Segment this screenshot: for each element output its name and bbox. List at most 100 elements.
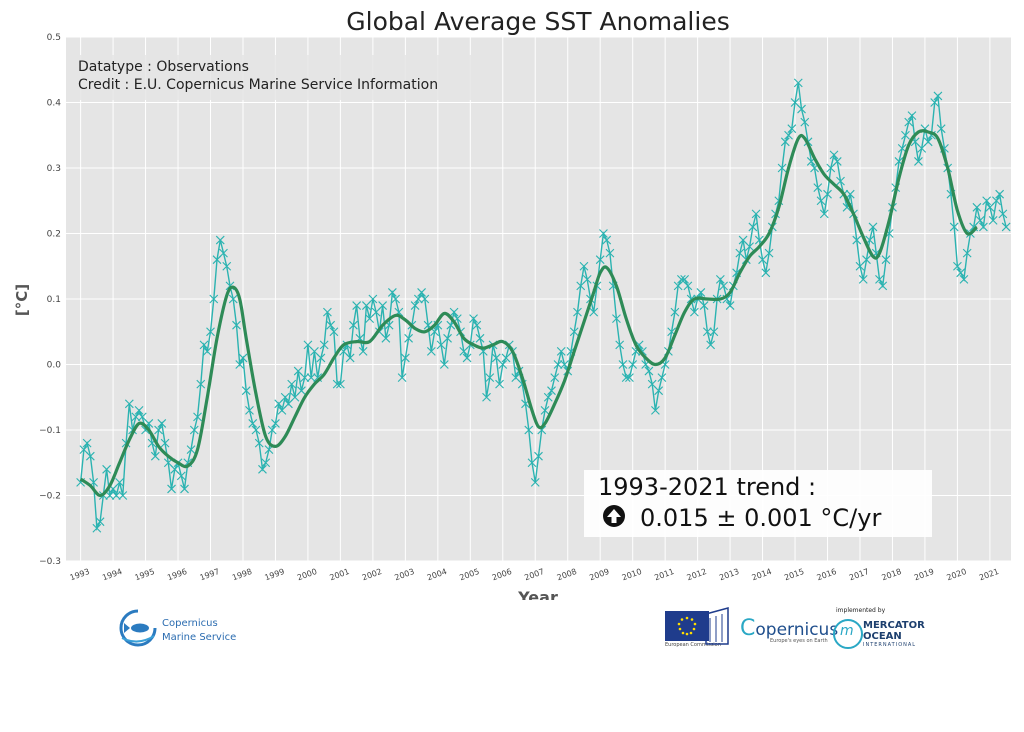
monthly-point xyxy=(381,333,391,343)
monthly-point xyxy=(111,491,121,500)
monthly-point xyxy=(901,130,910,140)
monthly-point xyxy=(621,373,631,382)
monthly-point xyxy=(271,419,280,428)
monthly-point xyxy=(472,320,482,330)
monthly-point xyxy=(764,248,774,258)
monthly-point xyxy=(498,360,508,369)
monthly-point xyxy=(706,340,716,350)
monthly-point xyxy=(933,91,943,101)
mercator-name-line2: OCEAN xyxy=(863,631,902,642)
monthly-point xyxy=(979,222,988,232)
monthly-point xyxy=(219,248,228,258)
monthly-point xyxy=(875,274,884,284)
monthly-point xyxy=(719,281,728,291)
monthly-point xyxy=(761,268,771,278)
monthly-point xyxy=(241,386,251,396)
x-tick-label: 1993 xyxy=(69,567,91,582)
monthly-point xyxy=(868,222,878,232)
x-tick-label: 2008 xyxy=(556,567,578,582)
monthly-point xyxy=(800,117,810,127)
monthly-point xyxy=(222,261,232,271)
monthly-point xyxy=(267,425,277,435)
smoothed-line xyxy=(79,129,978,498)
monthly-point xyxy=(420,294,430,304)
monthly-point xyxy=(443,333,452,343)
monthly-point xyxy=(998,209,1008,219)
monthly-point xyxy=(813,183,823,193)
y-tick-label: −0.3 xyxy=(39,557,61,567)
x-tick-label: 2000 xyxy=(296,567,318,582)
monthly-point xyxy=(439,360,449,369)
monthly-point xyxy=(777,163,787,173)
monthly-point xyxy=(115,478,124,487)
monthly-point xyxy=(176,471,186,481)
monthly-point xyxy=(326,320,336,330)
monthly-point xyxy=(881,255,891,265)
monthly-point xyxy=(949,222,959,232)
monthly-point xyxy=(686,294,696,304)
monthly-point xyxy=(579,261,589,271)
monthly-point xyxy=(167,484,176,494)
x-tick-label: 2015 xyxy=(783,567,805,582)
monthly-point xyxy=(852,235,862,245)
monthly-point xyxy=(82,438,92,448)
monthly-point xyxy=(391,294,401,304)
cms-label-line2: Marine Service xyxy=(162,632,237,643)
monthly-point xyxy=(258,464,267,474)
monthly-point xyxy=(612,314,621,324)
monthly-point xyxy=(589,307,599,317)
monthly-point xyxy=(329,327,339,337)
monthly-point xyxy=(988,216,998,225)
x-tick-label: 2019 xyxy=(913,567,935,582)
monthly-point xyxy=(261,458,271,468)
monthly-point xyxy=(725,301,735,310)
monthly-point xyxy=(819,209,829,219)
mercator-m-icon: m xyxy=(833,619,863,649)
monthly-point xyxy=(858,274,868,284)
monthly-point xyxy=(306,373,316,382)
monthly-point xyxy=(699,301,709,310)
mercator-name-line3: INTERNATIONAL xyxy=(863,642,917,648)
y-axis-label: [°C] xyxy=(13,284,31,316)
monthly-point xyxy=(582,274,592,284)
monthly-point xyxy=(426,347,436,356)
monthly-point xyxy=(550,373,560,382)
monthly-point xyxy=(936,124,946,134)
eu-caption: European Commission xyxy=(665,642,721,648)
monthly-point xyxy=(410,301,420,310)
monthly-point xyxy=(209,294,219,304)
monthly-point xyxy=(823,189,832,199)
y-tick-label: 0.1 xyxy=(47,295,61,305)
monthly-point xyxy=(975,216,985,225)
monthly-point xyxy=(352,301,362,310)
monthly-point xyxy=(615,340,625,350)
monthly-point xyxy=(105,491,115,500)
monthly-point xyxy=(832,157,842,166)
monthly-point xyxy=(618,360,628,369)
monthly-point xyxy=(904,117,914,127)
fish-icon xyxy=(119,609,157,647)
monthly-point xyxy=(358,347,368,356)
x-tick-label: 1995 xyxy=(134,567,156,582)
monthly-point xyxy=(1001,222,1011,232)
x-tick-label: 2020 xyxy=(945,567,967,582)
chart-title: Global Average SST Anomalies xyxy=(346,7,729,36)
monthly-point xyxy=(245,405,254,415)
monthly-point xyxy=(232,320,241,330)
monthly-point xyxy=(991,196,1001,206)
monthly-point xyxy=(715,274,725,284)
monthly-point xyxy=(228,294,238,304)
copernicus-marine-logo: Copernicus Marine Service xyxy=(118,608,258,654)
monthly-point xyxy=(569,327,579,337)
monthly-point xyxy=(605,248,615,258)
x-tick-label: 2014 xyxy=(751,567,773,582)
monthly-point xyxy=(553,360,563,369)
monthly-point xyxy=(683,281,693,291)
monthly-point xyxy=(959,274,969,284)
monthly-point xyxy=(124,399,134,409)
monthly-point xyxy=(199,340,209,350)
monthly-point xyxy=(196,379,206,389)
monthly-point xyxy=(930,98,940,107)
monthly-point xyxy=(475,333,485,343)
monthly-point xyxy=(280,392,290,402)
